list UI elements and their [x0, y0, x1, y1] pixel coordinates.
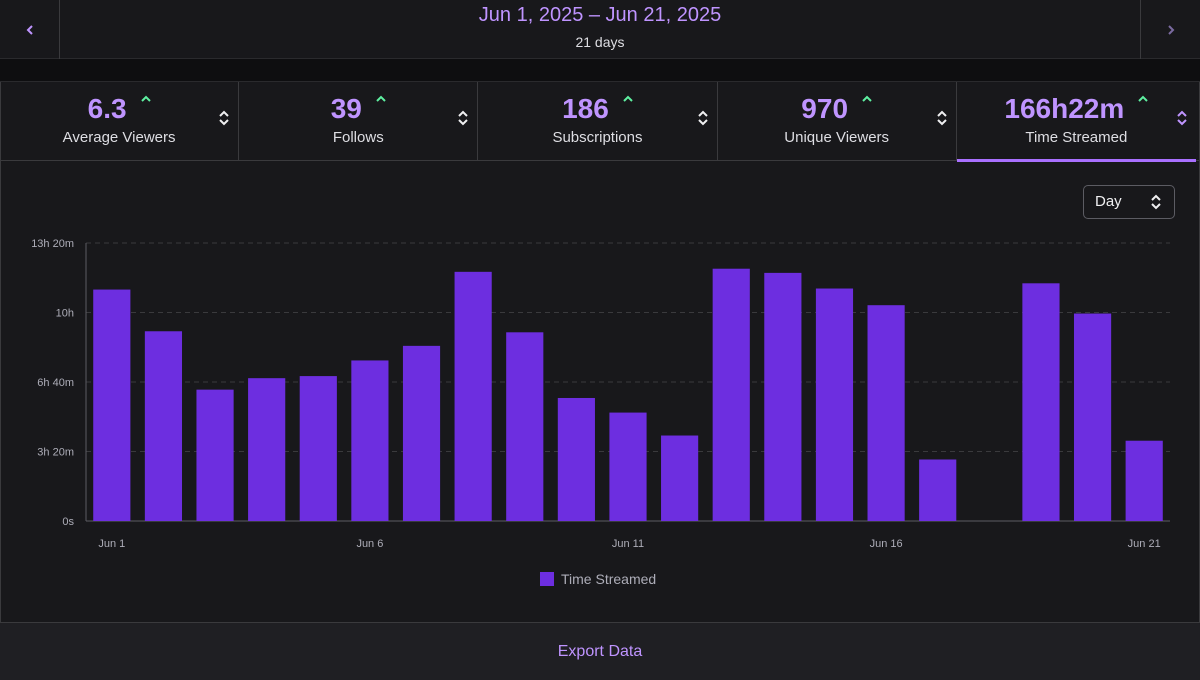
- trend-up-icon: [1138, 95, 1148, 103]
- trend-up-icon: [376, 95, 386, 103]
- period-select-value: Day: [1095, 193, 1122, 210]
- previous-range-button[interactable]: [0, 0, 60, 59]
- stat-label: Time Streamed: [1025, 129, 1128, 146]
- y-tick-label: 3h 20m: [37, 447, 74, 459]
- stat-value: 970: [801, 93, 849, 124]
- bar-jun-11[interactable]: [609, 412, 647, 521]
- bar-jun-16[interactable]: [867, 305, 905, 521]
- y-tick-label: 6h 40m: [37, 377, 74, 389]
- stat-tile-time-streamed[interactable]: 166h22m Time Streamed: [956, 82, 1197, 162]
- chevron-left-icon: [26, 24, 33, 35]
- chevron-right-icon: [1167, 24, 1174, 35]
- export-data-button[interactable]: Export Data: [557, 642, 643, 660]
- sort-icon: [1151, 194, 1161, 210]
- y-tick-label: 0s: [62, 516, 74, 528]
- bar-jun-21[interactable]: [1125, 440, 1163, 521]
- header-divider: [0, 59, 1200, 81]
- stat-value: 166h22m: [1004, 93, 1125, 124]
- bar-jun-17[interactable]: [919, 459, 957, 521]
- stat-label: Follows: [332, 129, 384, 146]
- stat-value: 186: [562, 93, 609, 124]
- trend-up-icon: [862, 95, 872, 103]
- bar-jun-2[interactable]: [144, 331, 183, 521]
- bar-jun-14[interactable]: [764, 272, 802, 521]
- bar-jun-12[interactable]: [661, 435, 699, 521]
- stat-tile-subscriptions[interactable]: 186 Subscriptions: [478, 82, 718, 161]
- sort-icon: [1177, 110, 1187, 126]
- bar-jun-6[interactable]: [351, 360, 389, 521]
- sort-icon: [219, 110, 229, 126]
- stat-tile-unique-viewers[interactable]: 970 Unique Viewers: [718, 82, 957, 161]
- stat-label: Unique Viewers: [784, 129, 890, 146]
- date-range-header: Jun 1, 2025 – Jun 21, 2025 21 days: [0, 0, 1200, 59]
- sort-icon: [697, 110, 708, 126]
- bar-jun-9[interactable]: [506, 332, 544, 521]
- y-tick-label: 10h: [56, 307, 74, 319]
- period-select[interactable]: Day: [1083, 185, 1175, 219]
- date-range-title: Jun 1, 2025 – Jun 21, 2025: [478, 4, 722, 26]
- sort-icon: [458, 110, 469, 126]
- bar-jun-20[interactable]: [1073, 313, 1112, 521]
- trend-up-icon: [140, 95, 151, 103]
- time-streamed-chart: 0s 3h 20m 6h 40m 10h 13h 20m Jun 1 Jun 6 Jun 11…: [31, 238, 1170, 550]
- trend-up-icon: [623, 95, 633, 103]
- y-tick-label: 13h 20m: [31, 238, 74, 250]
- stat-label: Average Viewers: [62, 129, 176, 146]
- stats-row: 6.3 Average Viewers 39 Follows 186 Subsc…: [0, 81, 1200, 162]
- stat-value: 39: [330, 93, 362, 124]
- legend-label: Time Streamed: [561, 571, 657, 587]
- next-range-button[interactable]: [1140, 0, 1200, 59]
- stat-label: Subscriptions: [552, 129, 643, 146]
- stat-tile-average-viewers[interactable]: 6.3 Average Viewers: [0, 82, 240, 161]
- x-tick-label: Jun 21: [1128, 538, 1161, 550]
- date-range-days: 21 days: [575, 34, 625, 50]
- bar-jun-1[interactable]: [93, 289, 131, 521]
- bar-jun-4[interactable]: [248, 378, 286, 521]
- bar-jun-15[interactable]: [815, 288, 854, 521]
- x-tick-label: Jun 6: [356, 538, 383, 550]
- sort-icon: [937, 110, 947, 126]
- footer-bar: Export Data: [0, 622, 1200, 680]
- bar-jun-3[interactable]: [196, 389, 234, 521]
- chart-legend: Time Streamed: [540, 571, 656, 587]
- legend-swatch: [540, 572, 554, 586]
- bar-jun-7[interactable]: [402, 345, 441, 521]
- bar-jun-5[interactable]: [299, 376, 337, 521]
- stat-tile-follows[interactable]: 39 Follows: [239, 82, 479, 161]
- x-tick-label: Jun 11: [612, 538, 644, 550]
- bar-jun-19[interactable]: [1022, 283, 1060, 521]
- bar-jun-10[interactable]: [557, 397, 595, 521]
- stat-value: 6.3: [87, 93, 127, 124]
- x-tick-label: Jun 16: [870, 538, 903, 550]
- bar-jun-13[interactable]: [712, 268, 750, 521]
- x-tick-label: Jun 1: [98, 538, 125, 550]
- bar-jun-8[interactable]: [454, 271, 492, 521]
